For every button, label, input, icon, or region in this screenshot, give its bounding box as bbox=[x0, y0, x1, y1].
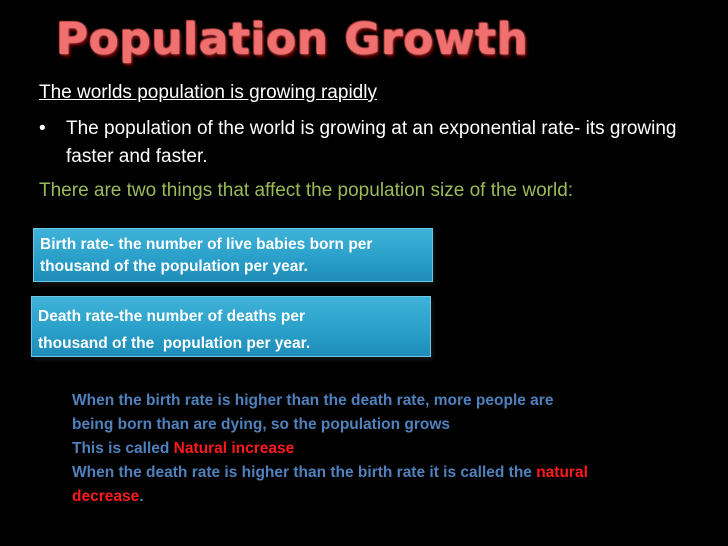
explanation-line-2-prefix: This is called bbox=[72, 440, 174, 457]
explanation-block: When the birth rate is higher than the d… bbox=[72, 389, 592, 509]
subheading: The worlds population is growing rapidly bbox=[39, 82, 377, 103]
bullet-dot: • bbox=[39, 118, 46, 139]
explanation-line-3-prefix: When the death rate is higher than the b… bbox=[72, 464, 537, 481]
explanation-line-3: When the death rate is higher than the b… bbox=[72, 461, 592, 509]
bullet-item: • The population of the world is growing… bbox=[39, 115, 689, 171]
slide-title: Population Growth bbox=[56, 14, 529, 65]
bullet-text: The population of the world is growing a… bbox=[66, 118, 677, 167]
natural-decrease-highlight: natural decrease bbox=[72, 464, 588, 505]
birth-rate-box: Birth rate- the number of live babies bo… bbox=[33, 228, 433, 282]
intro-text: There are two things that affect the pop… bbox=[39, 180, 574, 201]
explanation-line-3-suffix: . bbox=[139, 488, 144, 505]
birth-rate-text: Birth rate- the number of live babies bo… bbox=[40, 236, 373, 275]
death-rate-text-line1: Death rate-the number of deaths per bbox=[38, 308, 305, 325]
explanation-line-2: This is called Natural increase bbox=[72, 437, 592, 461]
death-rate-box: Death rate-the number of deaths per thou… bbox=[31, 296, 431, 357]
explanation-line-1: When the birth rate is higher than the d… bbox=[72, 392, 554, 433]
natural-increase-highlight: Natural increase bbox=[173, 440, 295, 457]
death-rate-text-line2: thousand of the population per year. bbox=[38, 335, 311, 352]
